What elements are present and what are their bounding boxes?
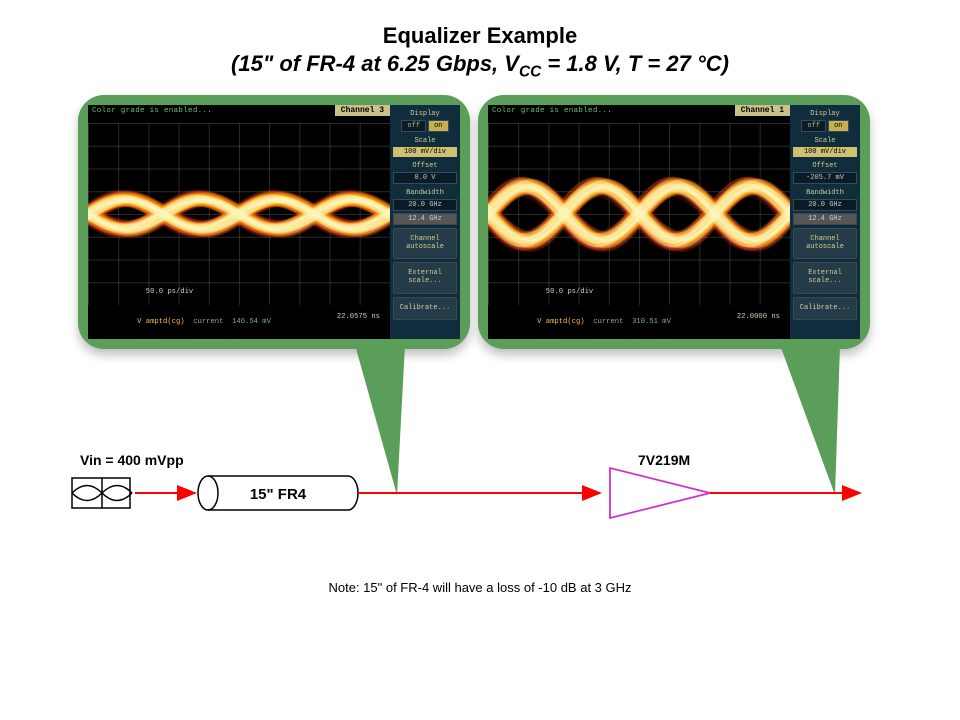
eye-diagram-left [88, 184, 390, 244]
channel-badge: Channel 1 [735, 105, 790, 116]
display-toggle[interactable]: offon [393, 120, 457, 132]
bandwidth-label: Bandwidth [793, 189, 857, 197]
offset-label: Offset [793, 162, 857, 170]
status-text: Color grade is enabled... [92, 107, 212, 115]
oscilloscope-left: Color grade is enabled... Channel 3 50.0… [88, 105, 460, 339]
fr4-trace-label: 15" FR4 [250, 486, 307, 503]
channel-autoscale-button[interactable]: Channelautoscale [793, 228, 857, 259]
waveform-area-left: Color grade is enabled... Channel 3 50.0… [88, 105, 390, 339]
calibrate-button[interactable]: Calibrate... [393, 297, 457, 321]
scope-panels: Color grade is enabled... Channel 3 50.0… [78, 95, 870, 349]
circuit-svg: 15" FR4 [70, 460, 890, 570]
status-text: Color grade is enabled... [492, 107, 612, 115]
vin-label: Vin = 400 mVpp [80, 452, 184, 468]
bw1-field[interactable]: 20.0 GHz [393, 199, 457, 211]
readout-right: 50.0 ps/div 22.0000 ns V amptd(cg) curre… [494, 279, 784, 337]
scale-field[interactable]: 100 mV/div [393, 147, 457, 157]
bw2-field: 12.4 GHz [393, 213, 457, 225]
channel-badge: Channel 3 [335, 105, 390, 116]
channel-autoscale-button[interactable]: Channelautoscale [393, 228, 457, 259]
scope-bubble-before-eq: Color grade is enabled... Channel 3 50.0… [78, 95, 470, 349]
scale-field[interactable]: 100 mV/div [793, 147, 857, 157]
scope-side-panel-left: Display offon Scale 100 mV/div Offset 0.… [390, 105, 460, 339]
page-title: Equalizer Example (15" of FR-4 at 6.25 G… [0, 0, 960, 81]
waveform-area-right: Color grade is enabled... Channel 1 50.0… [488, 105, 790, 339]
external-scale-button[interactable]: Externalscale... [393, 262, 457, 293]
bw1-field[interactable]: 20.0 GHz [793, 199, 857, 211]
bandwidth-label: Bandwidth [393, 189, 457, 197]
amp-label: 7V219M [638, 452, 690, 468]
input-eye-icon [72, 478, 132, 508]
oscilloscope-right: Color grade is enabled... Channel 1 50.0… [488, 105, 860, 339]
external-scale-button[interactable]: Externalscale... [793, 262, 857, 293]
scope-bubble-after-eq: Color grade is enabled... Channel 1 50.0… [478, 95, 870, 349]
offset-label: Offset [393, 162, 457, 170]
readout-left: 50.0 ps/div 22.0575 ns V amptd(cg) curre… [94, 279, 384, 337]
display-label: Display [793, 110, 857, 118]
eye-diagram-right [488, 172, 790, 257]
offset-field[interactable]: 0.0 V [393, 172, 457, 184]
offset-field[interactable]: -205.7 mV [793, 172, 857, 184]
circuit-diagram: Vin = 400 mVpp 7V219M 15" FR4 [70, 460, 890, 580]
amplifier-icon [610, 468, 710, 518]
calibrate-button[interactable]: Calibrate... [793, 297, 857, 321]
display-label: Display [393, 110, 457, 118]
scale-label: Scale [393, 137, 457, 145]
scope-side-panel-right: Display offon Scale 100 mV/div Offset -2… [790, 105, 860, 339]
scale-label: Scale [793, 137, 857, 145]
display-toggle[interactable]: offon [793, 120, 857, 132]
footnote: Note: 15" of FR-4 will have a loss of -1… [0, 580, 960, 595]
bw2-field: 12.4 GHz [793, 213, 857, 225]
